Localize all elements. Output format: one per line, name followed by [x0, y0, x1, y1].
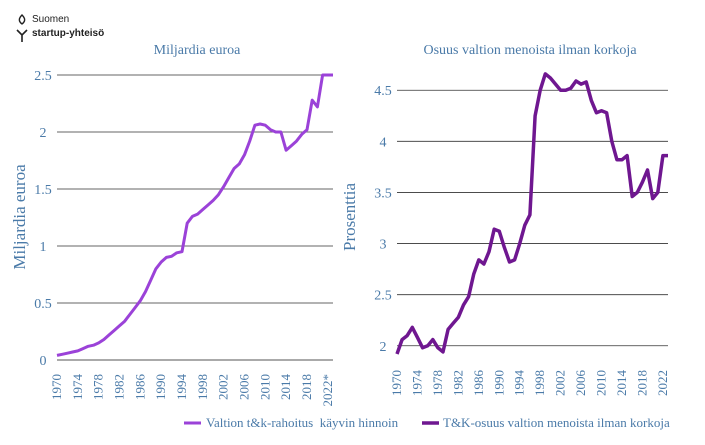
right-x-tick-label: 1998 [532, 370, 547, 396]
left-x-tick-label: 1994 [174, 374, 189, 401]
right-x-tick-label: 1978 [430, 370, 445, 396]
right-x-tick-label: 2002 [553, 370, 568, 396]
left-y-tick-label: 1 [40, 240, 47, 255]
left-x-tick-label: 2022* [320, 374, 335, 407]
left-y-tick-label: 2 [40, 126, 47, 141]
left-y-tick-label: 0 [40, 354, 47, 369]
right-x-tick-label: 1986 [471, 370, 486, 397]
right-x-tick-label: 2022 [655, 370, 670, 396]
right-x-tick-label: 2010 [594, 370, 609, 396]
right-x-tick-label: 1970 [389, 370, 404, 396]
left-x-tick-label: 2014 [278, 374, 293, 401]
right-x-tick-label: 2014 [614, 370, 629, 397]
left-y-tick-label: 2.5 [34, 69, 52, 84]
left-x-tick-label: 1990 [153, 374, 168, 400]
left-x-tick-label: 1986 [132, 374, 147, 401]
right-x-tick-label: 1990 [491, 370, 506, 396]
right-x-tick-label: 2018 [634, 370, 649, 396]
left-x-tick-label: 1978 [91, 374, 106, 400]
legend-label: T&K-osuus valtion menoista ilman korkoja [443, 415, 670, 430]
left-y-axis-label: Miljardia euroa [10, 164, 29, 270]
right-y-tick-label: 2 [380, 340, 387, 355]
right-x-tick-label: 1982 [450, 370, 465, 396]
right-chart: Osuus valtion menoista ilman korkoja Pros… [340, 43, 670, 396]
right-y-tick-label: 4 [380, 135, 387, 150]
left-x-tick-label: 2002 [216, 374, 231, 400]
brand-line-2: startup-yhteisö [32, 28, 105, 39]
left-x-tick-label: 1982 [111, 374, 126, 400]
legend-label: Valtion t&k-rahoitus käyvin hinnoin [206, 415, 399, 430]
left-chart: Miljardia euroa Miljardia euroa 0 0.5 1 1.5 2 2… [10, 43, 335, 407]
right-x-tick-label: 2006 [573, 370, 588, 397]
right-y-axis-label: Prosenttia [340, 183, 359, 251]
left-x-tick-label: 1998 [195, 374, 210, 400]
left-x-tick-label: 2010 [257, 374, 272, 400]
left-x-tick-label: 1974 [70, 374, 85, 401]
brand-logo: Suomen startup-yhteisö [16, 14, 136, 46]
left-series-line [56, 73, 333, 357]
right-series-line [395, 72, 668, 355]
right-x-tick-label: 1974 [409, 370, 424, 397]
right-y-tick-label: 2.5 [374, 289, 392, 304]
right-y-tick-label: 4.5 [374, 84, 392, 99]
left-x-tick-label: 2018 [299, 374, 314, 400]
left-y-tick-label: 1.5 [34, 183, 52, 198]
left-chart-title: Miljardia euroa [154, 43, 241, 58]
legend: Valtion t&k-rahoitus käyvin hinnoin T&K-o… [184, 415, 670, 430]
right-chart-title: Osuus valtion menoista ilman korkoja [423, 43, 637, 58]
left-x-tick-label: 1970 [49, 374, 64, 400]
left-x-tick-label: 2006 [236, 374, 251, 401]
right-y-tick-label: 3.5 [374, 186, 392, 201]
startup-logo-icon [16, 14, 28, 42]
left-y-tick-label: 0.5 [34, 297, 52, 312]
right-y-tick-label: 3 [380, 238, 387, 253]
right-x-tick-label: 1994 [512, 370, 527, 397]
brand-line-1: Suomen [32, 14, 70, 25]
